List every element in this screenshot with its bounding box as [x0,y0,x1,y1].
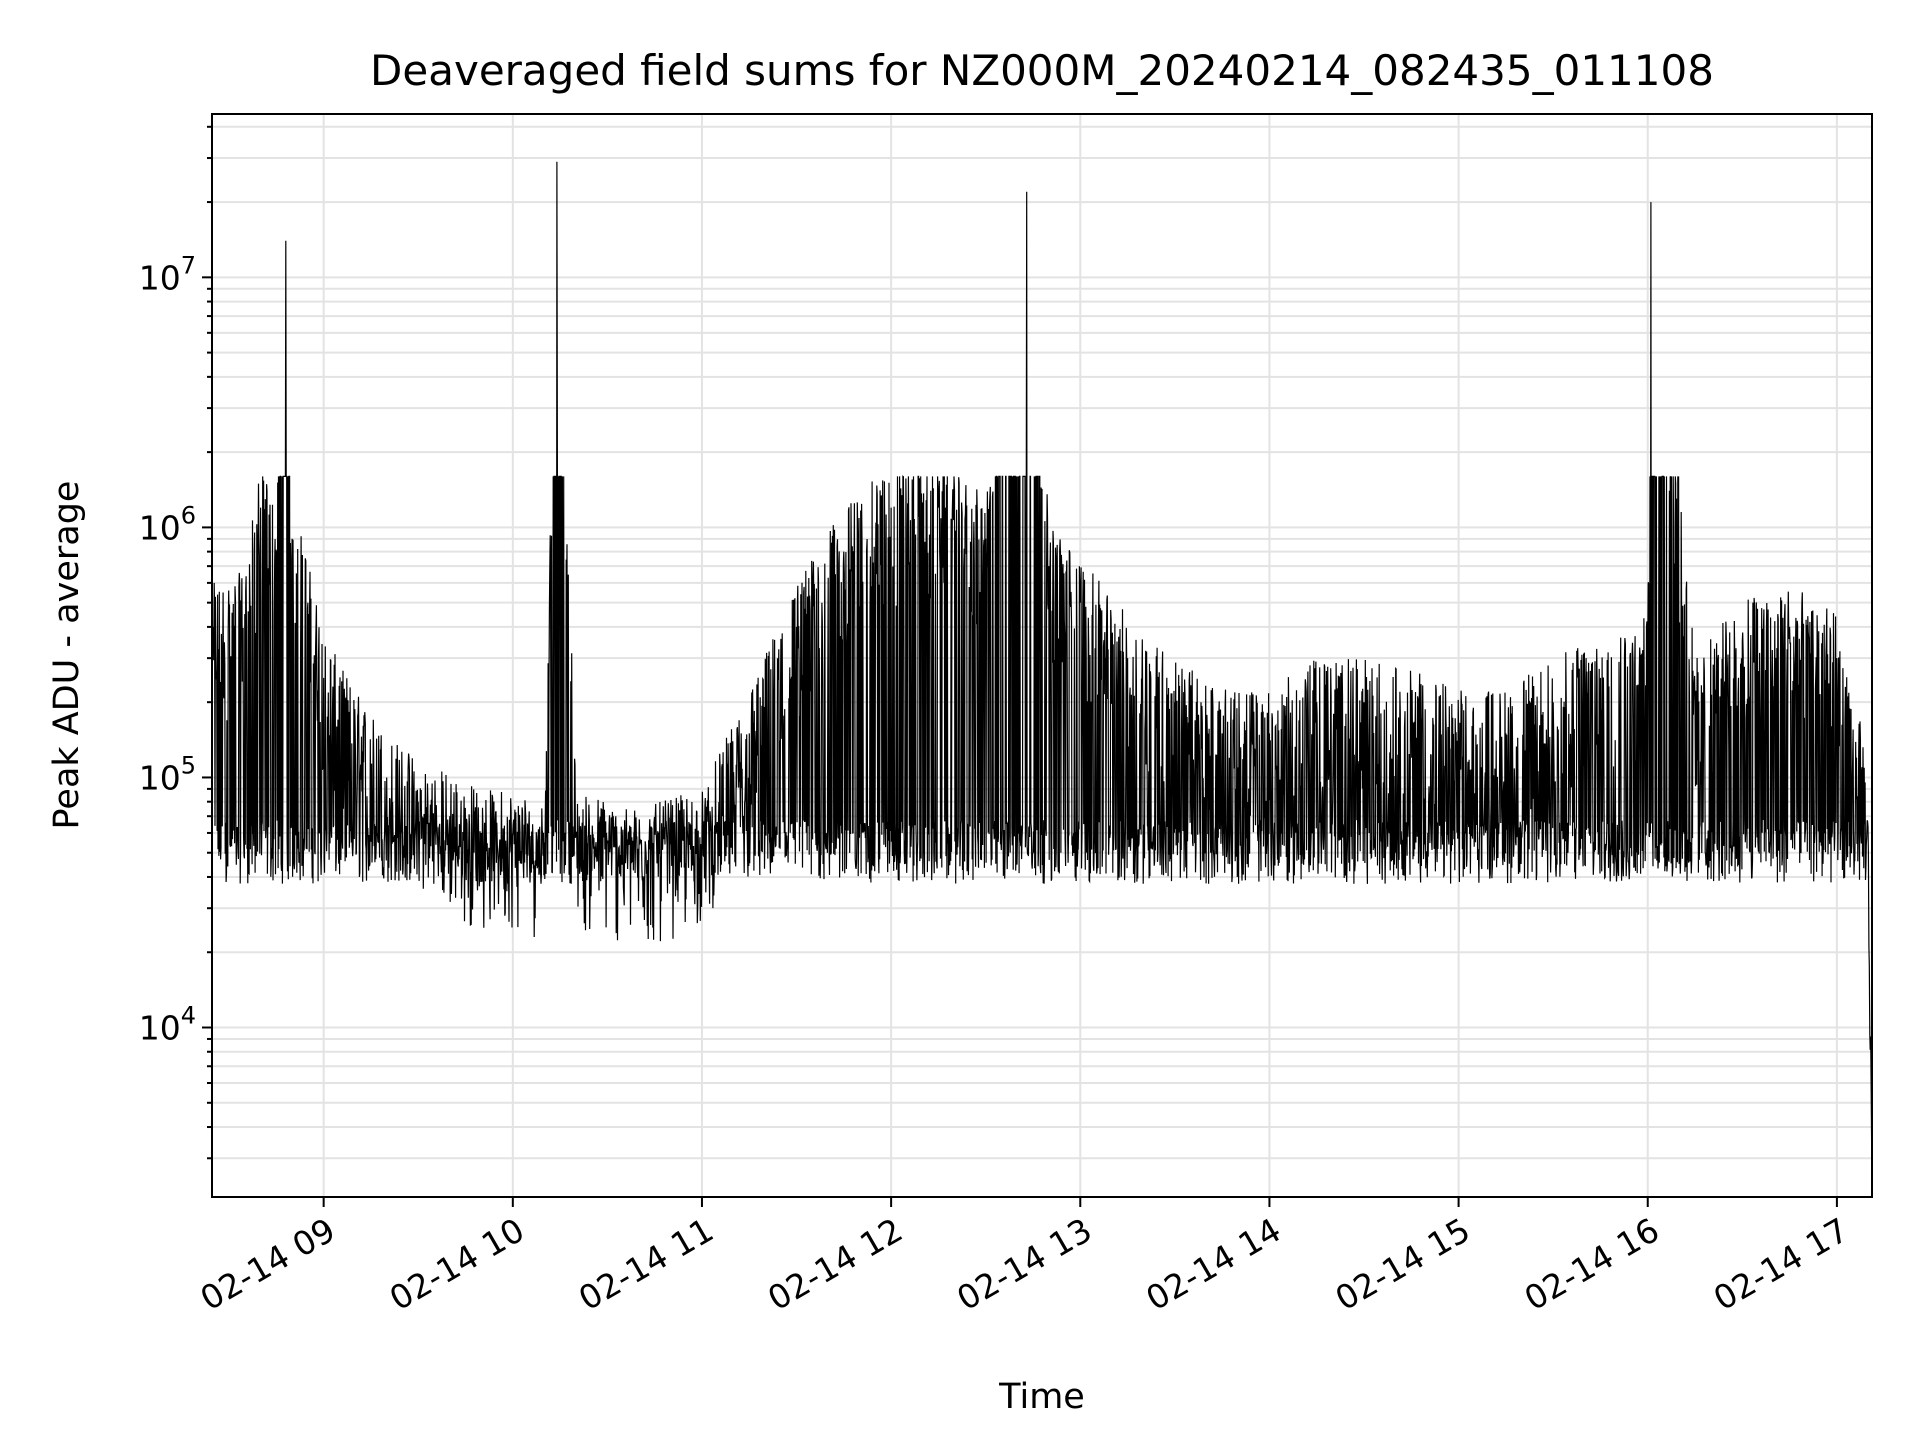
y-tick-label: 104 [139,1002,196,1048]
y-tick-label: 106 [139,501,196,547]
y-tick-exponent: 4 [181,1002,196,1030]
series-line [212,161,1873,1142]
plot-frame [211,113,1873,1198]
y-axis-label: Peak ADU - average [47,481,87,830]
y-tick-label: 107 [139,251,196,297]
series-layer [212,161,1873,1142]
y-tick-base: 10 [139,258,181,297]
chart-title: Deaveraged field sums for NZ000M_2024021… [370,46,1714,95]
y-tick-base: 10 [139,508,181,547]
y-tick-label: 105 [139,751,196,797]
y-tick-exponent: 5 [181,751,196,779]
y-tick-base: 10 [139,758,181,797]
x-axis-label: Time [998,1377,1085,1417]
y-tick-exponent: 7 [181,251,196,279]
y-tick-base: 10 [139,1009,181,1048]
y-tick-exponent: 6 [181,501,196,529]
